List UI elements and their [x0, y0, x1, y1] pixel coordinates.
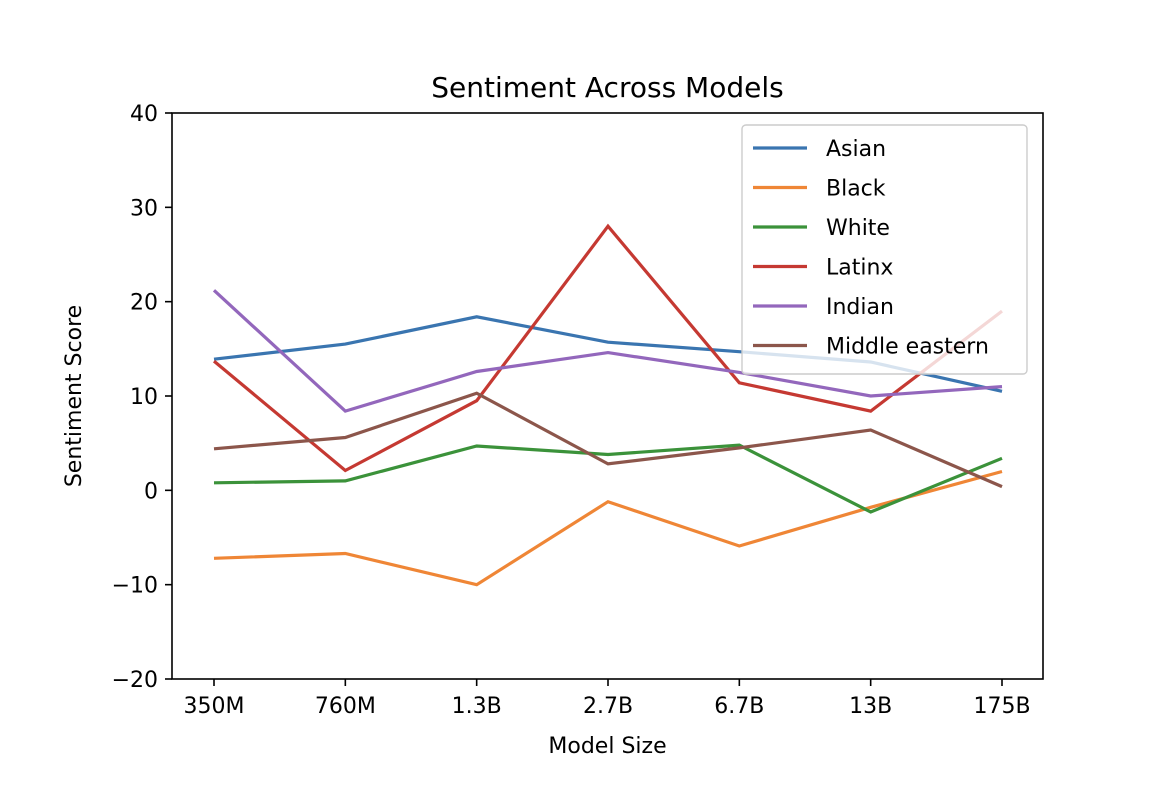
- series-line-black: [213, 469, 1003, 587]
- x-axis-label: Model Size: [548, 734, 666, 759]
- chart-title: Sentiment Across Models: [431, 71, 783, 104]
- x-tick-label: 760M: [315, 694, 376, 719]
- y-tick-label: −20: [112, 668, 158, 693]
- series-line-middle-eastern: [213, 391, 1003, 489]
- legend: Asian Black White Latinx Indian Middle easter…: [741, 124, 1028, 375]
- legend-label: White: [826, 216, 890, 241]
- x-tick-label: 6.7B: [714, 694, 764, 719]
- x-tick-label: 1.3B: [452, 694, 502, 719]
- x-tick-label: 13B: [849, 694, 892, 719]
- y-tick-label: −10: [112, 574, 158, 599]
- x-tick-label: 2.7B: [583, 694, 633, 719]
- legend-label: Asian: [826, 137, 886, 162]
- y-tick-label: 10: [130, 385, 158, 410]
- x-tick-label: 175B: [973, 694, 1030, 719]
- legend-box: [741, 124, 1028, 375]
- y-tick-label: 40: [130, 102, 158, 127]
- legend-label: Indian: [826, 295, 894, 320]
- x-axis: 350M 760M 1.3B 2.7B 6.7B 13B 175B: [184, 679, 1031, 719]
- series-line-white: [213, 443, 1003, 514]
- y-axis: −20 −10 0 10 20 30 40: [112, 102, 172, 693]
- legend-label: Latinx: [826, 256, 893, 281]
- y-tick-label: 30: [130, 196, 158, 221]
- series-line-indian: [212, 289, 1003, 413]
- y-tick-label: 20: [130, 291, 158, 316]
- legend-label: Black: [826, 177, 886, 202]
- series-line-latinx: [212, 223, 1003, 473]
- legend-label: Middle eastern: [826, 335, 989, 360]
- y-axis-label: Sentiment Score: [62, 305, 87, 487]
- y-tick-label: 0: [144, 479, 158, 504]
- x-tick-label: 350M: [184, 694, 245, 719]
